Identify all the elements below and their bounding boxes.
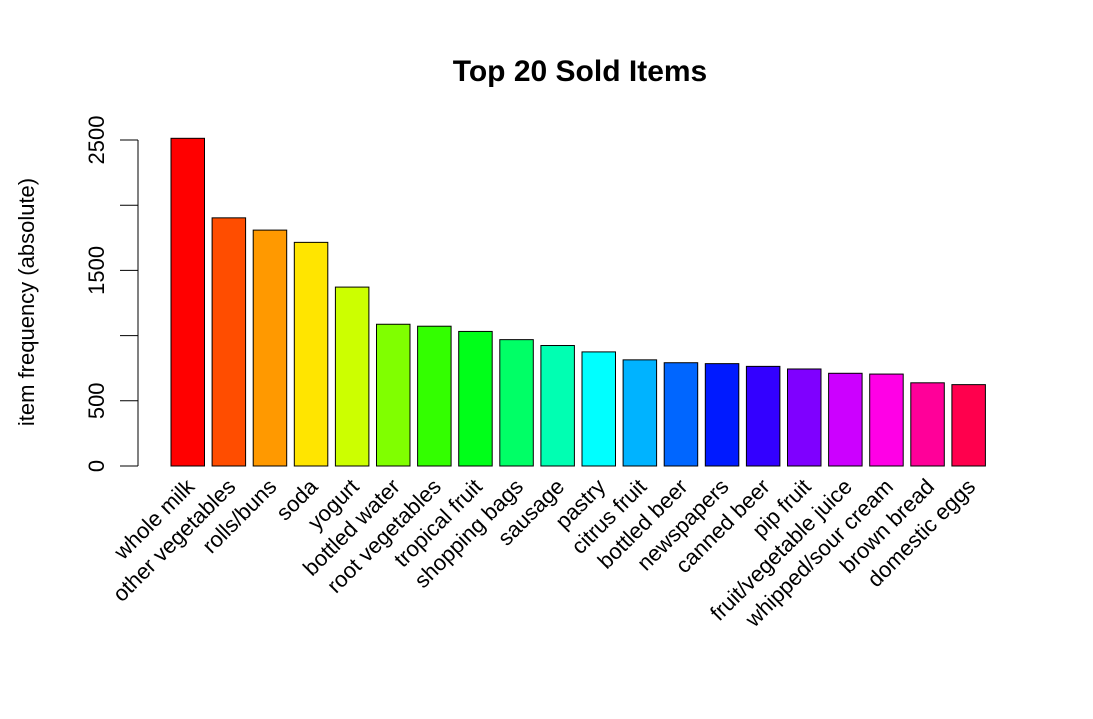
y-tick-label: 2500 xyxy=(84,116,109,165)
y-tick-label: 500 xyxy=(84,382,109,419)
bar-yogurt xyxy=(334,286,370,467)
bar-canned-beer xyxy=(745,365,781,467)
bar-shopping-bags xyxy=(499,339,534,467)
bar-rolls-buns xyxy=(252,229,288,467)
bar-bottled-water xyxy=(376,323,411,467)
bars-group xyxy=(170,137,986,467)
bar-soda xyxy=(293,241,329,467)
y-tick-label: 0 xyxy=(84,460,109,472)
bar-domestic-eggs xyxy=(951,384,986,467)
chart-title: Top 20 Sold Items xyxy=(453,55,708,88)
bar-citrus-fruit xyxy=(622,359,658,467)
bar-newspapers xyxy=(704,363,740,467)
bar-whipped-sour-cream xyxy=(869,373,904,467)
bar-brown-bread xyxy=(910,382,945,467)
y-axis: 0 500 1500 2500 xyxy=(84,116,139,472)
bar-pastry xyxy=(581,351,616,467)
bar-bottled-beer xyxy=(663,362,699,467)
bar-sausage xyxy=(540,345,575,467)
bar-whole-milk xyxy=(170,137,205,467)
bar-pip-fruit xyxy=(787,368,822,467)
bar-tropical-fruit xyxy=(458,330,493,467)
y-tick-label: 1500 xyxy=(84,246,109,295)
bar-other-vegetables xyxy=(211,217,247,467)
bar-fruit-vegetable-juice xyxy=(828,372,863,467)
bar-root-vegetables xyxy=(417,325,452,467)
y-axis-label: item frequency (absolute) xyxy=(14,178,39,426)
